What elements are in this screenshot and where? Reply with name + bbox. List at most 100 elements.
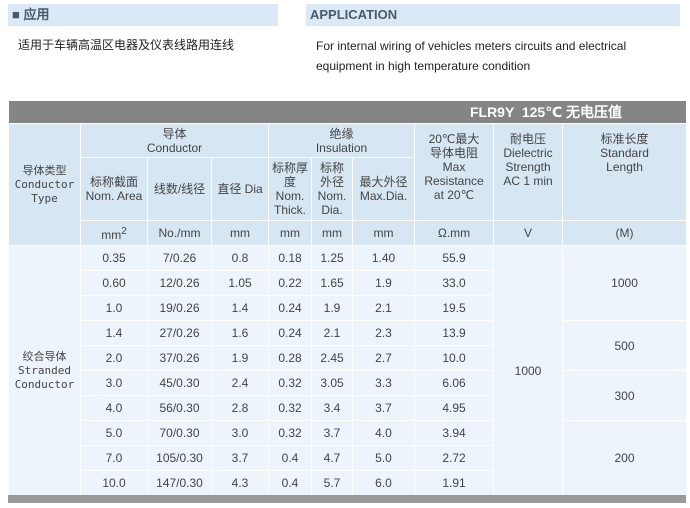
header-line: 标称厚 [271, 161, 308, 175]
table-row: 10.0 147/0.30 4.3 0.4 5.7 6.0 1.91 [9, 470, 687, 496]
data-cell: 0.4 [268, 470, 312, 496]
header-line: 导体电阻 [429, 146, 478, 160]
data-cell: 0.4 [268, 445, 312, 471]
header-cell: 20℃最大 导体电阻 Max Resistance at 20℃ [414, 123, 494, 221]
table-row: FLR9Y 125℃ 无电压值 [7, 100, 688, 124]
data-cell: 19.5 [414, 295, 494, 321]
data-cell: 0.22 [268, 270, 312, 296]
header-cell: 最大外径 Max.Dia. [352, 157, 415, 221]
length-cell: 1000 [561, 245, 688, 321]
data-cell: 3.4 [311, 395, 353, 421]
data-cell: 4.95 [414, 395, 494, 421]
table-row: 5.0 70/0.30 3.0 0.32 3.7 4.0 3.94 200 [9, 420, 688, 496]
data-cell: 1.91 [414, 470, 494, 496]
data-cell: 1.9 [352, 270, 415, 296]
header-cell: 导体 Conductor [80, 123, 269, 158]
length-cell: 300 [561, 370, 688, 421]
header-line: 直径 Dia [217, 182, 263, 196]
header-line: Type [31, 191, 58, 205]
data-cell: 1.05 [211, 270, 269, 296]
data-cell: 2.7 [352, 345, 415, 371]
header-line: Standard [600, 146, 649, 160]
header-line: Nom. [317, 189, 347, 203]
data-cell: 33.0 [414, 270, 494, 296]
data-cell: 105/0.30 [147, 445, 212, 471]
data-cell: 1.4 [211, 295, 269, 321]
header-line: 标准长度 [600, 132, 649, 146]
unit-cell: No./mm [147, 220, 212, 246]
data-cell: 1.9 [311, 295, 353, 321]
data-cell: 0.32 [268, 370, 312, 396]
data-cell: 4.7 [311, 445, 353, 471]
header-cell: 标称厚度 Nom. Thick. [268, 157, 312, 221]
unit-cell: Ω.mm [414, 220, 494, 246]
header-line: 最大外径 [359, 175, 408, 189]
table-row: 标称截面 Nom. Area 线数/线径 直径 Dia 标称厚度 Nom. Thick. 标称… [9, 157, 687, 221]
data-cell: 19/0.26 [147, 295, 212, 321]
header-line: 标称截面 [89, 175, 138, 189]
data-cell: 3.7 [352, 395, 415, 421]
data-cell: 70/0.30 [147, 420, 212, 446]
unit-cell: mm [311, 220, 353, 246]
header-line: Dielectric [503, 146, 553, 160]
data-cell: 0.32 [268, 420, 312, 446]
header-line: 耐电压 [509, 132, 546, 146]
data-cell: 3.7 [211, 445, 269, 471]
heading-en: APPLICATION [306, 4, 680, 26]
header-line: Conductor [146, 140, 203, 155]
data-cell: 0.60 [80, 270, 148, 296]
header-cell: 标称截面 Nom. Area [80, 157, 148, 221]
data-cell: 3.94 [414, 420, 494, 446]
data-cell: 4.0 [352, 420, 415, 446]
footer-bar [8, 495, 686, 503]
data-cell: 0.8 [211, 245, 269, 271]
header-cell: 标准长度 Standard Length [561, 123, 688, 221]
data-cell: 2.45 [311, 345, 353, 371]
data-cell: 45/0.30 [147, 370, 212, 396]
data-cell: 1.0 [80, 295, 148, 321]
data-cell: 0.24 [268, 295, 312, 321]
table-row: 1.4 27/0.26 1.6 0.24 2.1 2.3 13.9 500 [9, 320, 688, 371]
table-row: 1.0 19/0.26 1.4 0.24 1.9 2.1 19.5 [9, 295, 687, 321]
header-cell: 线数/线径 [147, 157, 212, 221]
unit-cell: mm [352, 220, 415, 246]
length-cell: 500 [561, 320, 688, 371]
data-cell: 10.0 [414, 345, 494, 371]
table-row: 0.60 12/0.26 1.05 0.22 1.65 1.9 33.0 [9, 270, 687, 296]
header-line: Max.Dia. [359, 189, 408, 203]
data-cell: 56/0.30 [147, 395, 212, 421]
text-cn: 适用于车辆高温区电器及仪表线路用连线 [18, 38, 235, 52]
unit-sup: 2 [121, 225, 127, 237]
table-row: 7.0 105/0.30 3.7 0.4 4.7 5.0 2.72 [9, 445, 687, 471]
header-line: 绝缘 [329, 126, 354, 141]
type-line: Conductor [14, 377, 75, 391]
unit-cell: (M) [561, 220, 688, 246]
data-cell: 0.32 [268, 395, 312, 421]
data-cell: 1.4 [80, 320, 148, 346]
header-line: Insulation [315, 140, 368, 155]
header-line: Thick. [273, 203, 306, 217]
data-cell: 1.65 [311, 270, 353, 296]
data-cell: 2.72 [414, 445, 494, 471]
data-cell: 2.0 [80, 345, 148, 371]
data-cell: 2.8 [211, 395, 269, 421]
unit-cell: mm [211, 220, 269, 246]
header-cell: 标称 外径 Nom. Dia. [311, 157, 353, 221]
data-cell: 1.25 [311, 245, 353, 271]
data-cell: 7/0.26 [147, 245, 212, 271]
header-line: 导体 [162, 126, 187, 141]
data-cell: 37/0.26 [147, 345, 212, 371]
header-line: AC 1 min [503, 174, 553, 188]
data-cell: 4.0 [80, 395, 148, 421]
header-cell: 绝缘 Insulation [268, 123, 415, 158]
header-line: 度 [283, 175, 296, 189]
header-line: Dia. [321, 203, 343, 217]
header-line: Strength [505, 160, 551, 174]
header-line: Resistance [424, 174, 484, 188]
unit-cell: mm2 [80, 220, 148, 246]
header-line: Nom. Area [85, 189, 143, 203]
type-line: 绞合导体 [22, 349, 67, 363]
data-cell: 2.4 [211, 370, 269, 396]
data-cell: 1.9 [211, 345, 269, 371]
data-cell: 3.0 [80, 370, 148, 396]
